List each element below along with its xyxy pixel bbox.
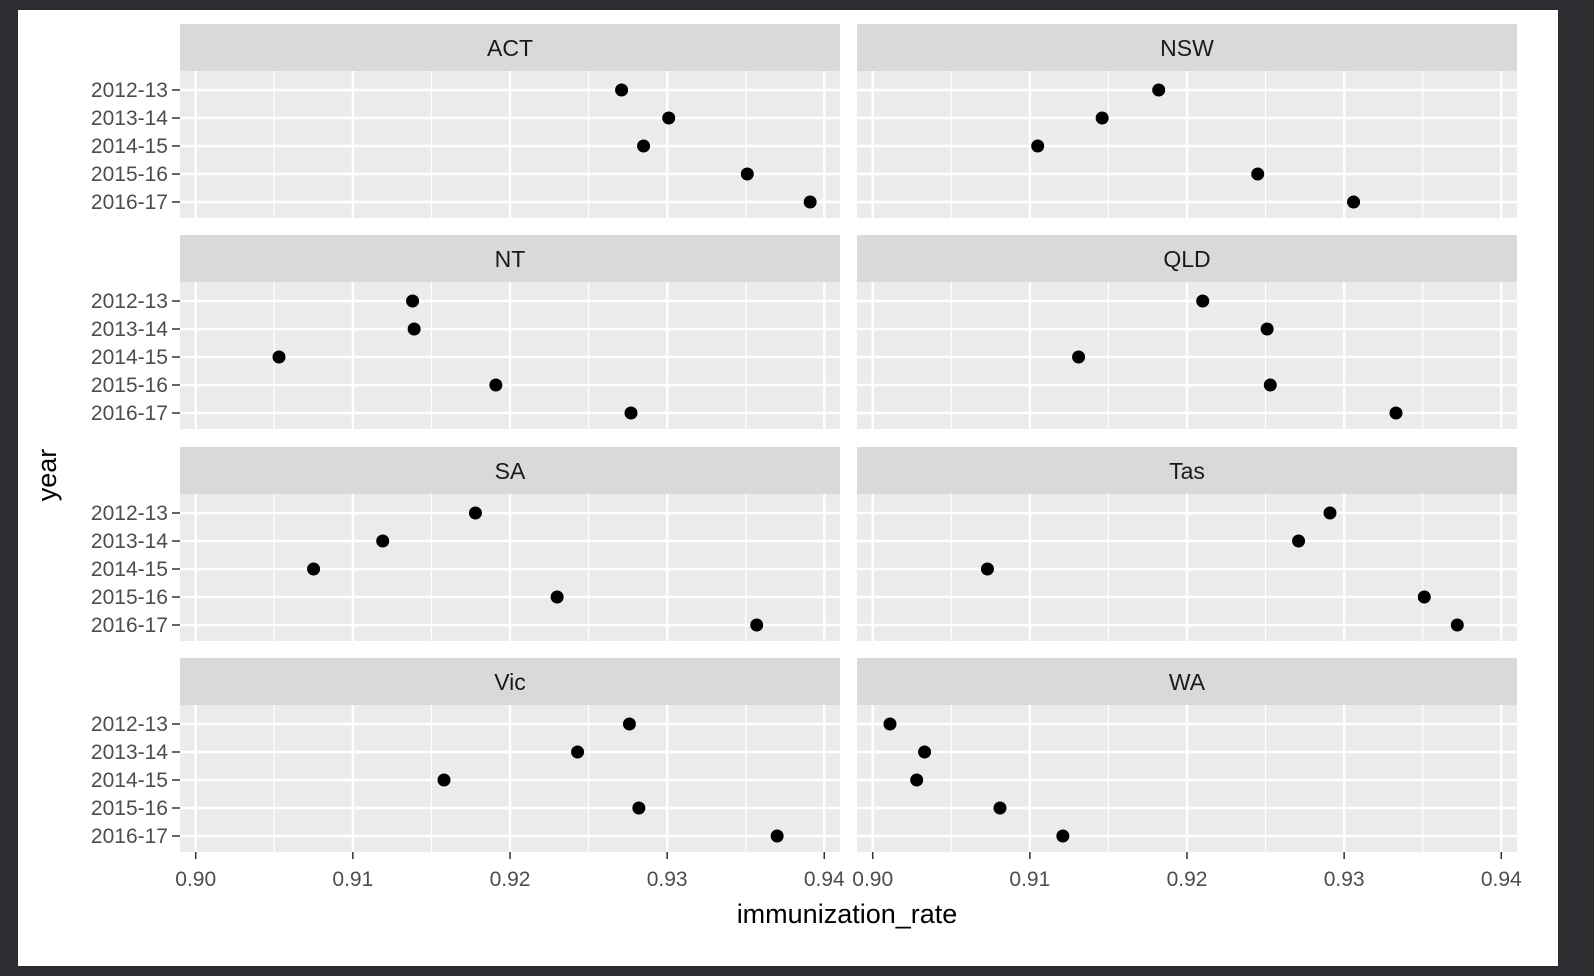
y-tick-label: 2016-17 bbox=[91, 825, 168, 848]
data-point bbox=[376, 534, 390, 548]
data-point bbox=[803, 195, 817, 209]
data-point bbox=[883, 717, 897, 731]
x-tick-label: 0.91 bbox=[332, 868, 373, 891]
y-tick-label: 2012-13 bbox=[91, 713, 168, 736]
facet-wa: WA 0.90 0.91 0.92 0.93 0.94 bbox=[852, 658, 1522, 891]
facet-strip bbox=[857, 235, 1517, 282]
y-tick-label: 2013-14 bbox=[91, 530, 168, 553]
facet-strip bbox=[857, 658, 1517, 705]
y-tick-label: 2012-13 bbox=[91, 79, 168, 102]
data-point bbox=[1056, 829, 1070, 843]
data-point bbox=[1251, 167, 1265, 181]
facet-strip-label: WA bbox=[1169, 669, 1206, 695]
data-point bbox=[1389, 406, 1403, 420]
y-tick-label: 2014-15 bbox=[91, 558, 168, 581]
data-point bbox=[1323, 506, 1337, 520]
facet-strip-label: NSW bbox=[1160, 35, 1214, 61]
data-point bbox=[571, 745, 585, 759]
y-tick-label: 2013-14 bbox=[91, 741, 168, 764]
facet-act: ACT 2012-13 2013-14 2014-15 2015-16 2016-17 bbox=[91, 24, 840, 218]
facet-strip-label: ACT bbox=[487, 35, 533, 61]
y-axis-title: year bbox=[32, 449, 62, 502]
x-axis-title: immunization_rate bbox=[737, 899, 958, 929]
data-point bbox=[993, 801, 1007, 815]
data-point bbox=[622, 717, 636, 731]
facet-strip bbox=[857, 447, 1517, 494]
y-tick-label: 2016-17 bbox=[91, 402, 168, 425]
x-tick-label: 0.92 bbox=[490, 868, 531, 891]
data-point bbox=[615, 83, 629, 97]
y-tick-label: 2015-16 bbox=[91, 586, 168, 609]
data-point bbox=[406, 294, 420, 308]
y-tick-label: 2016-17 bbox=[91, 191, 168, 214]
data-point bbox=[437, 773, 451, 787]
facet-nsw: NSW bbox=[857, 24, 1517, 218]
data-point bbox=[550, 590, 564, 604]
facet-strip-label: SA bbox=[495, 458, 526, 484]
x-tick-label: 0.92 bbox=[1167, 868, 1208, 891]
facet-tas: Tas bbox=[857, 447, 1517, 641]
chart-figure: year immunization_rate ACT 2012-13 2013-14… bbox=[18, 10, 1558, 966]
facet-strip-label: QLD bbox=[1163, 246, 1210, 272]
data-point bbox=[918, 745, 932, 759]
data-point bbox=[468, 506, 482, 520]
facet-vic: Vic 2012-13 2013-14 2014-15 2015-16 2016-17 0.… bbox=[91, 658, 845, 891]
y-tick-label: 2016-17 bbox=[91, 614, 168, 637]
data-point bbox=[624, 406, 638, 420]
data-point bbox=[662, 111, 676, 125]
data-point bbox=[1292, 534, 1306, 548]
data-point bbox=[637, 139, 651, 153]
facet-strip-label: Vic bbox=[494, 669, 526, 695]
x-tick-label: 0.93 bbox=[1324, 868, 1365, 891]
data-point bbox=[1152, 83, 1166, 97]
y-tick-label: 2012-13 bbox=[91, 290, 168, 313]
data-point bbox=[750, 618, 764, 632]
y-tick-label: 2014-15 bbox=[91, 346, 168, 369]
data-point bbox=[1263, 378, 1277, 392]
faceted-scatter-chart: year immunization_rate ACT 2012-13 2013-14… bbox=[32, 24, 1522, 929]
data-point bbox=[980, 562, 994, 576]
data-point bbox=[1031, 139, 1045, 153]
facet-nt: NT 2012-13 2013-14 2014-15 2015-16 2016-17 bbox=[91, 235, 840, 429]
data-point bbox=[632, 801, 646, 815]
data-point bbox=[407, 322, 421, 336]
data-point bbox=[1417, 590, 1431, 604]
y-tick-label: 2013-14 bbox=[91, 107, 168, 130]
data-point bbox=[1196, 294, 1210, 308]
data-point bbox=[910, 773, 924, 787]
y-tick-label: 2015-16 bbox=[91, 374, 168, 397]
facet-strip bbox=[180, 24, 840, 71]
data-point bbox=[489, 378, 503, 392]
data-point bbox=[272, 350, 286, 364]
y-tick-label: 2015-16 bbox=[91, 797, 168, 820]
data-point bbox=[1072, 350, 1086, 364]
facet-strip bbox=[857, 24, 1517, 71]
data-point bbox=[770, 829, 784, 843]
x-tick-label: 0.94 bbox=[1481, 868, 1522, 891]
data-point bbox=[307, 562, 321, 576]
data-point bbox=[1095, 111, 1109, 125]
x-tick-label: 0.94 bbox=[804, 868, 845, 891]
facet-strip-label: NT bbox=[495, 246, 526, 272]
facet-strip bbox=[180, 447, 840, 494]
x-tick-label: 0.90 bbox=[175, 868, 216, 891]
facet-strip bbox=[180, 658, 840, 705]
data-point bbox=[740, 167, 754, 181]
y-tick-label: 2015-16 bbox=[91, 163, 168, 186]
data-point bbox=[1347, 195, 1361, 209]
facet-strip bbox=[180, 235, 840, 282]
y-tick-label: 2013-14 bbox=[91, 318, 168, 341]
y-tick-label: 2012-13 bbox=[91, 502, 168, 525]
x-tick-label: 0.93 bbox=[647, 868, 688, 891]
facet-qld: QLD bbox=[857, 235, 1517, 429]
facet-strip-label: Tas bbox=[1169, 458, 1205, 484]
data-point bbox=[1260, 322, 1274, 336]
facet-sa: SA 2012-13 2013-14 2014-15 2015-16 2016-17 bbox=[91, 447, 840, 641]
y-tick-label: 2014-15 bbox=[91, 135, 168, 158]
x-tick-label: 0.91 bbox=[1009, 868, 1050, 891]
data-point bbox=[1450, 618, 1464, 632]
y-tick-label: 2014-15 bbox=[91, 769, 168, 792]
x-tick-label: 0.90 bbox=[852, 868, 893, 891]
